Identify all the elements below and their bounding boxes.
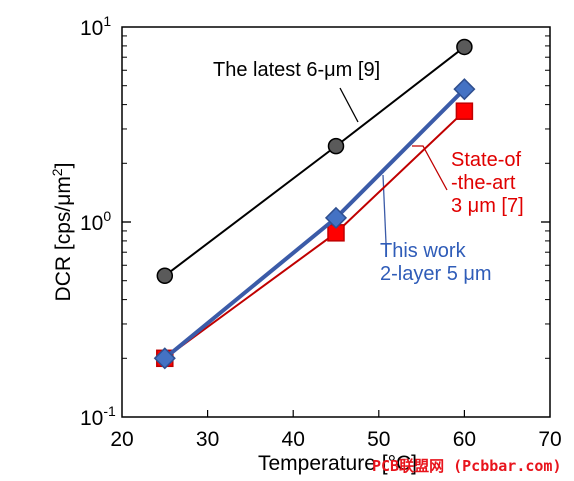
annotation-this: This work 2-layer 5 μm	[380, 240, 492, 285]
annotation-latest: The latest 6-μm [9]	[213, 59, 380, 81]
y-axis-label: DCR [cps/μm2]	[49, 163, 75, 302]
x-axis-label: Temperature [°C]	[258, 452, 417, 475]
y-tick-labels: 10-1 100 101	[80, 13, 116, 430]
series-line-this	[163, 87, 466, 360]
leader-line-this	[382, 174, 387, 244]
y-tick-label: 101	[80, 13, 111, 40]
annotation-sota: State-of -the-art 3 μm [7]	[451, 149, 524, 217]
data-point-latest	[156, 267, 174, 285]
y-tick-label: 100	[80, 208, 111, 235]
annotation-leader-lines	[339, 87, 448, 244]
data-point-this	[324, 206, 348, 229]
x-tick-label: 40	[282, 428, 305, 451]
data-point-latest	[327, 137, 345, 155]
axis-ticks	[122, 35, 550, 417]
data-point-sota	[455, 102, 474, 120]
x-tick-label: 50	[367, 428, 390, 451]
annotations: The latest 6-μm [9] State-of -the-art 3 μm …	[213, 59, 524, 285]
leader-line-latest	[339, 87, 359, 123]
y-tick-label: 10-1	[80, 403, 116, 430]
x-tick-label: 30	[196, 428, 219, 451]
series-layer	[153, 38, 476, 370]
data-point-latest	[456, 38, 473, 56]
x-tick-label: 60	[453, 428, 476, 451]
leader-line-sota	[412, 145, 448, 191]
x-tick-labels: 20 30 40 50 60 70	[110, 428, 561, 451]
data-point-this	[153, 347, 176, 370]
watermark: PCB联盟网 (Pcbbar.com)	[372, 457, 562, 475]
x-tick-label: 70	[538, 428, 561, 451]
x-tick-label: 20	[110, 428, 133, 451]
data-point-this	[453, 78, 476, 101]
